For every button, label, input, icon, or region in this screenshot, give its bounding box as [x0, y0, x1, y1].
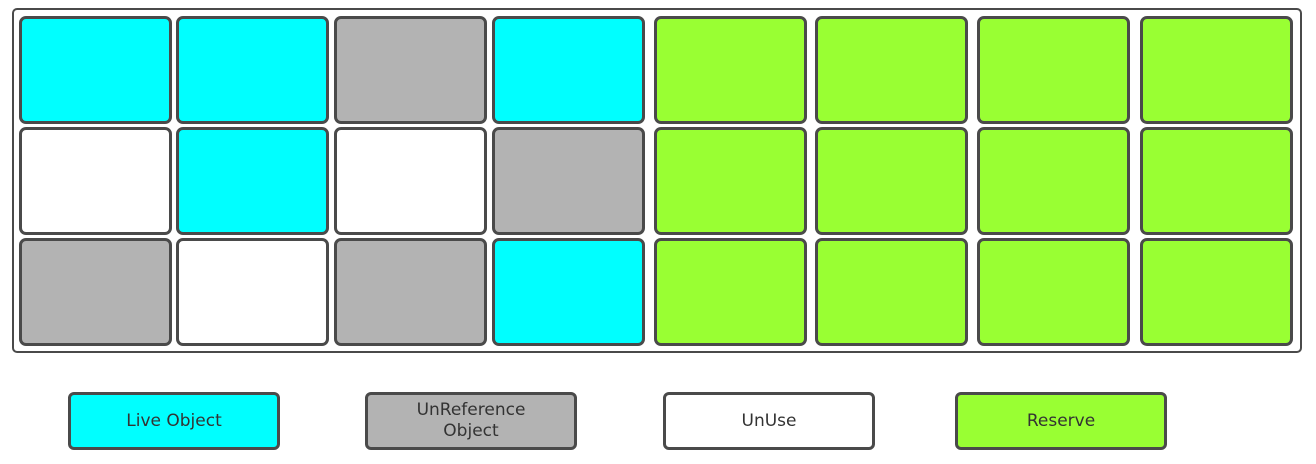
memory-block-unuse: [176, 238, 329, 346]
memory-block-unuse: [19, 127, 172, 235]
memory-block-unreference-object: [334, 238, 487, 346]
legend-unuse: UnUse: [663, 392, 875, 450]
legend-live-object: Live Object: [68, 392, 280, 450]
legend-unreference-object: UnReference Object: [365, 392, 577, 450]
memory-block-reserve: [815, 127, 968, 235]
memory-block-reserve: [977, 16, 1130, 124]
legend-live-object-label: Live Object: [126, 410, 222, 431]
legend-reserve-label: Reserve: [1026, 410, 1096, 431]
memory-block-live-object: [492, 16, 645, 124]
memory-block-unreference-object: [334, 16, 487, 124]
memory-block-reserve: [654, 127, 807, 235]
memory-block-unreference-object: [492, 127, 645, 235]
memory-block-live-object: [492, 238, 645, 346]
memory-block-unreference-object: [19, 238, 172, 346]
memory-block-reserve: [1140, 16, 1293, 124]
legend-reserve: Reserve: [955, 392, 1167, 450]
memory-block-reserve: [1140, 127, 1293, 235]
memory-block-reserve: [654, 16, 807, 124]
memory-block-reserve: [654, 238, 807, 346]
memory-block-reserve: [977, 127, 1130, 235]
memory-block-reserve: [815, 16, 968, 124]
memory-block-reserve: [1140, 238, 1293, 346]
memory-block-live-object: [176, 16, 329, 124]
memory-block-unuse: [334, 127, 487, 235]
memory-block-live-object: [19, 16, 172, 124]
memory-block-reserve: [815, 238, 968, 346]
memory-block-live-object: [176, 127, 329, 235]
memory-block-reserve: [977, 238, 1130, 346]
legend-unreference-object-label: UnReference Object: [416, 400, 526, 441]
legend-unuse-label: UnUse: [741, 410, 797, 431]
